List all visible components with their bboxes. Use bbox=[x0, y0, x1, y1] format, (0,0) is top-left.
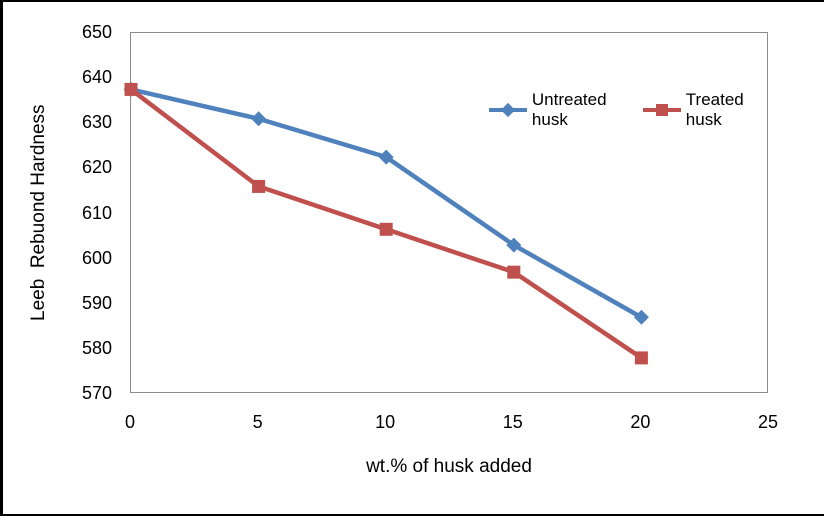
y-tick-label: 620 bbox=[81, 157, 112, 178]
x-tick-label: 10 bbox=[375, 412, 396, 432]
square-icon bbox=[655, 104, 668, 116]
scan-edge-top bbox=[0, 0, 824, 2]
x-axis-tick-labels: 0 5 10 15 20 25 bbox=[125, 393, 778, 433]
legend: Untreated husk Treated husk bbox=[489, 90, 767, 129]
plot-area: Untreated husk Treated husk bbox=[123, 32, 768, 393]
diamond-marker-untreated-husk bbox=[251, 111, 267, 127]
diamond-marker-untreated-husk bbox=[633, 309, 649, 325]
square-marker-treated-husk bbox=[507, 265, 521, 279]
legend-item-treated-husk: Treated husk bbox=[642, 90, 767, 130]
scan-edge-left bbox=[0, 0, 3, 516]
y-tick-label: 630 bbox=[81, 112, 112, 133]
square-marker-treated-husk bbox=[124, 82, 138, 96]
legend-line-swatch bbox=[642, 104, 681, 116]
x-tick-label: 25 bbox=[757, 412, 779, 432]
y-tick-label: 650 bbox=[81, 22, 112, 42]
x-tick-label: 0 bbox=[124, 412, 135, 432]
legend-label: Treated husk bbox=[685, 90, 744, 129]
y-tick-label: 600 bbox=[81, 247, 112, 268]
y-tick-label: 580 bbox=[81, 337, 112, 358]
y-axis-tick-labels: 650 640 630 620 610 600 590 580 570 bbox=[0, 22, 112, 403]
square-marker-treated-husk bbox=[634, 351, 648, 365]
legend-label: Untreated husk bbox=[531, 90, 607, 129]
x-axis-title: wt.% of husk added bbox=[366, 456, 532, 477]
diamond-icon bbox=[500, 102, 516, 118]
scan-edge-bottom bbox=[0, 514, 824, 516]
y-tick-label: 610 bbox=[81, 202, 112, 223]
y-tick-label: 590 bbox=[81, 292, 112, 313]
legend-item-untreated-husk: Untreated husk bbox=[489, 90, 627, 130]
y-tick-label: 570 bbox=[81, 383, 112, 403]
square-marker-treated-husk bbox=[252, 179, 266, 193]
legend-line-swatch bbox=[489, 102, 527, 118]
x-tick-label: 5 bbox=[252, 412, 263, 432]
diamond-marker-untreated-husk bbox=[506, 237, 522, 253]
diamond-marker-untreated-husk bbox=[378, 149, 394, 165]
series-plot bbox=[123, 81, 649, 365]
x-tick-label: 20 bbox=[630, 412, 651, 432]
x-tick-label: 15 bbox=[502, 412, 523, 432]
square-marker-treated-husk bbox=[379, 222, 393, 236]
y-tick-label: 640 bbox=[81, 67, 112, 88]
